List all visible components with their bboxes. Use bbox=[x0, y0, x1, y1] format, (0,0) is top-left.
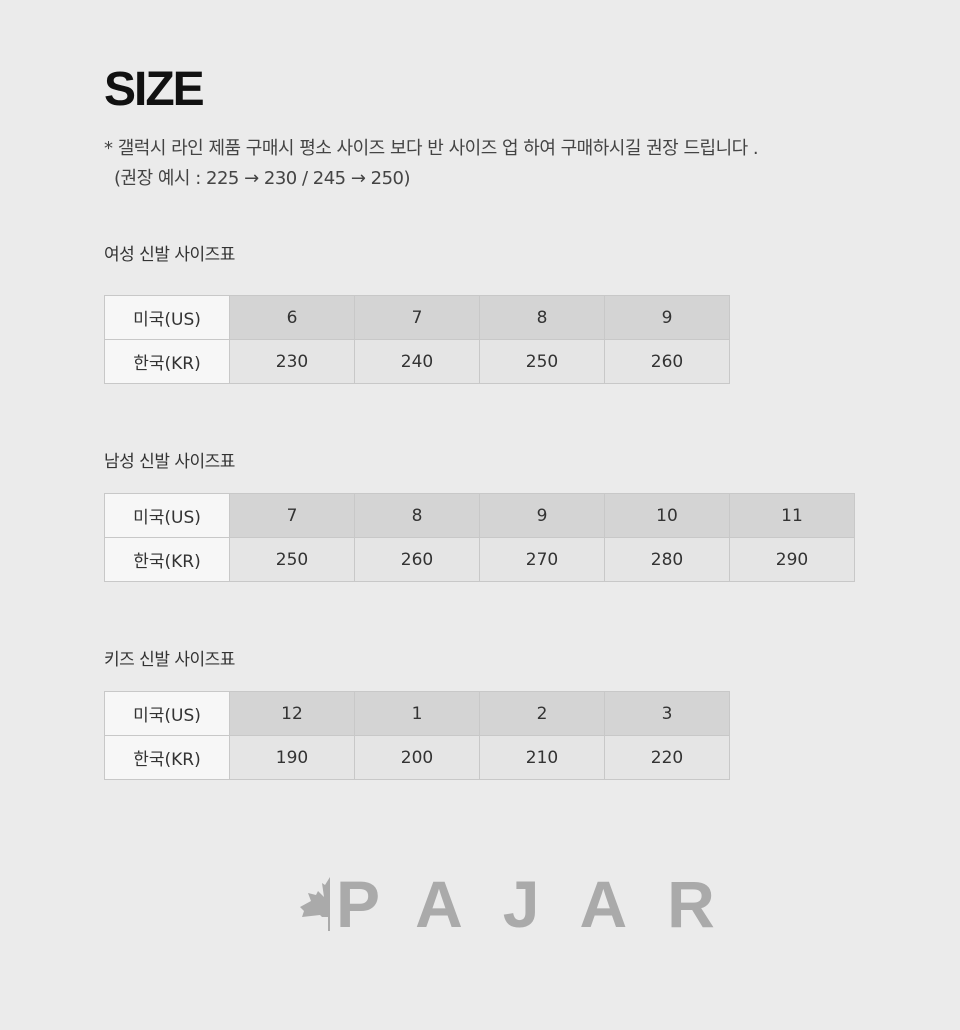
size-cell: 260 bbox=[354, 537, 480, 582]
row-label: 미국(US) bbox=[104, 691, 230, 736]
table-row-us: 미국(US) 6 7 8 9 bbox=[104, 295, 730, 340]
size-table: 미국(US) 12 1 2 3 한국(KR) 190 200 210 220 bbox=[104, 691, 730, 780]
table-row-kr: 한국(KR) 190 200 210 220 bbox=[104, 735, 730, 780]
size-cell: 210 bbox=[479, 735, 605, 780]
maple-leaf-half-icon bbox=[300, 877, 330, 931]
size-cell: 12 bbox=[229, 691, 355, 736]
size-cell: 11 bbox=[729, 493, 855, 538]
size-table: 미국(US) 7 8 9 10 11 한국(KR) 250 260 270 280 290 bbox=[104, 493, 855, 582]
row-label: 미국(US) bbox=[104, 295, 230, 340]
row-label: 한국(KR) bbox=[104, 339, 230, 384]
size-cell: 10 bbox=[604, 493, 730, 538]
note-line-2: (권장 예시 : 225 → 230 / 245 → 250) bbox=[114, 168, 411, 189]
page-title: SIZE bbox=[104, 63, 205, 116]
size-cell: 6 bbox=[229, 295, 355, 340]
size-cell: 9 bbox=[604, 295, 730, 340]
table-heading: 여성 신발 사이즈표 bbox=[104, 245, 235, 265]
row-label: 미국(US) bbox=[104, 493, 230, 538]
note-line-1: * 갤럭시 라인 제품 구매시 평소 사이즈 보다 반 사이즈 업 하여 구매하… bbox=[104, 138, 759, 159]
table-heading: 남성 신발 사이즈표 bbox=[104, 452, 235, 472]
size-cell: 2 bbox=[479, 691, 605, 736]
size-cell: 220 bbox=[604, 735, 730, 780]
size-table: 미국(US) 6 7 8 9 한국(KR) 230 240 250 260 bbox=[104, 295, 730, 384]
table-row-us: 미국(US) 12 1 2 3 bbox=[104, 691, 730, 736]
table-row-us: 미국(US) 7 8 9 10 11 bbox=[104, 493, 855, 538]
size-cell: 7 bbox=[229, 493, 355, 538]
size-cell: 250 bbox=[479, 339, 605, 384]
size-cell: 190 bbox=[229, 735, 355, 780]
logo-text: PAJAR bbox=[336, 867, 755, 941]
table-row-kr: 한국(KR) 230 240 250 260 bbox=[104, 339, 730, 384]
size-cell: 3 bbox=[604, 691, 730, 736]
table-row-kr: 한국(KR) 250 260 270 280 290 bbox=[104, 537, 855, 582]
size-cell: 200 bbox=[354, 735, 480, 780]
size-cell: 250 bbox=[229, 537, 355, 582]
brand-logo: PAJAR bbox=[298, 866, 755, 942]
size-cell: 9 bbox=[479, 493, 605, 538]
size-cell: 280 bbox=[604, 537, 730, 582]
size-cell: 8 bbox=[354, 493, 480, 538]
size-note: * 갤럭시 라인 제품 구매시 평소 사이즈 보다 반 사이즈 업 하여 구매하… bbox=[104, 134, 759, 194]
size-cell: 230 bbox=[229, 339, 355, 384]
table-heading: 키즈 신발 사이즈표 bbox=[104, 650, 235, 670]
size-cell: 240 bbox=[354, 339, 480, 384]
size-cell: 260 bbox=[604, 339, 730, 384]
size-cell: 7 bbox=[354, 295, 480, 340]
size-cell: 270 bbox=[479, 537, 605, 582]
size-cell: 1 bbox=[354, 691, 480, 736]
size-cell: 290 bbox=[729, 537, 855, 582]
row-label: 한국(KR) bbox=[104, 735, 230, 780]
size-cell: 8 bbox=[479, 295, 605, 340]
row-label: 한국(KR) bbox=[104, 537, 230, 582]
